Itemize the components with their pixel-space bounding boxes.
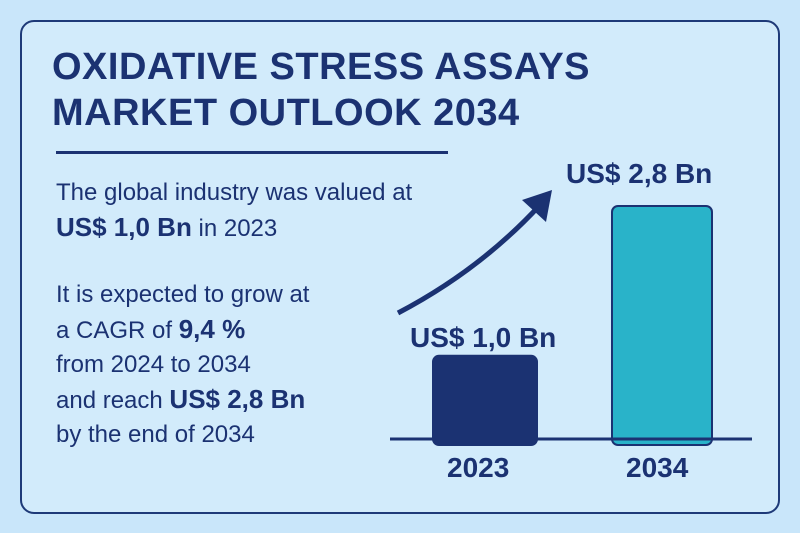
text: from 2024 to 2034	[56, 351, 251, 378]
bar-2023	[432, 354, 538, 446]
value-2034: US$ 2,8 Bn	[169, 384, 306, 414]
data-label-2034: US$ 2,8 Bn	[566, 158, 713, 189]
page-title: OXIDATIVE STRESS ASSAYS MARKET OUTLOOK 20…	[52, 44, 590, 136]
growth-text: It is expected to grow at a CAGR of 9,4 …	[56, 278, 309, 452]
bar-2034	[611, 205, 713, 446]
text: a CAGR of	[56, 317, 173, 344]
x-tick-2023: 2023	[447, 452, 510, 483]
valuation-text: The global industry was valued at US$ 1,…	[56, 176, 412, 246]
arrow-head-icon	[522, 190, 552, 222]
text: in 2023	[198, 215, 278, 242]
value-2023: US$ 1,0 Bn	[56, 212, 192, 242]
text: The global industry was valued at	[56, 179, 413, 206]
x-tick-2034: 2034	[626, 452, 689, 483]
text: and reach	[56, 387, 163, 414]
divider	[56, 151, 448, 154]
title-line-2: MARKET OUTLOOK 2034	[52, 92, 520, 134]
growth-arrow	[396, 203, 542, 316]
text: by the end of 2034	[56, 421, 255, 448]
data-label-2023: US$ 1,0 Bn	[410, 322, 557, 353]
cagr-value: 9,4 %	[178, 314, 246, 344]
title-line-1: OXIDATIVE STRESS ASSAYS	[52, 46, 591, 88]
text: It is expected to grow at	[56, 281, 310, 308]
